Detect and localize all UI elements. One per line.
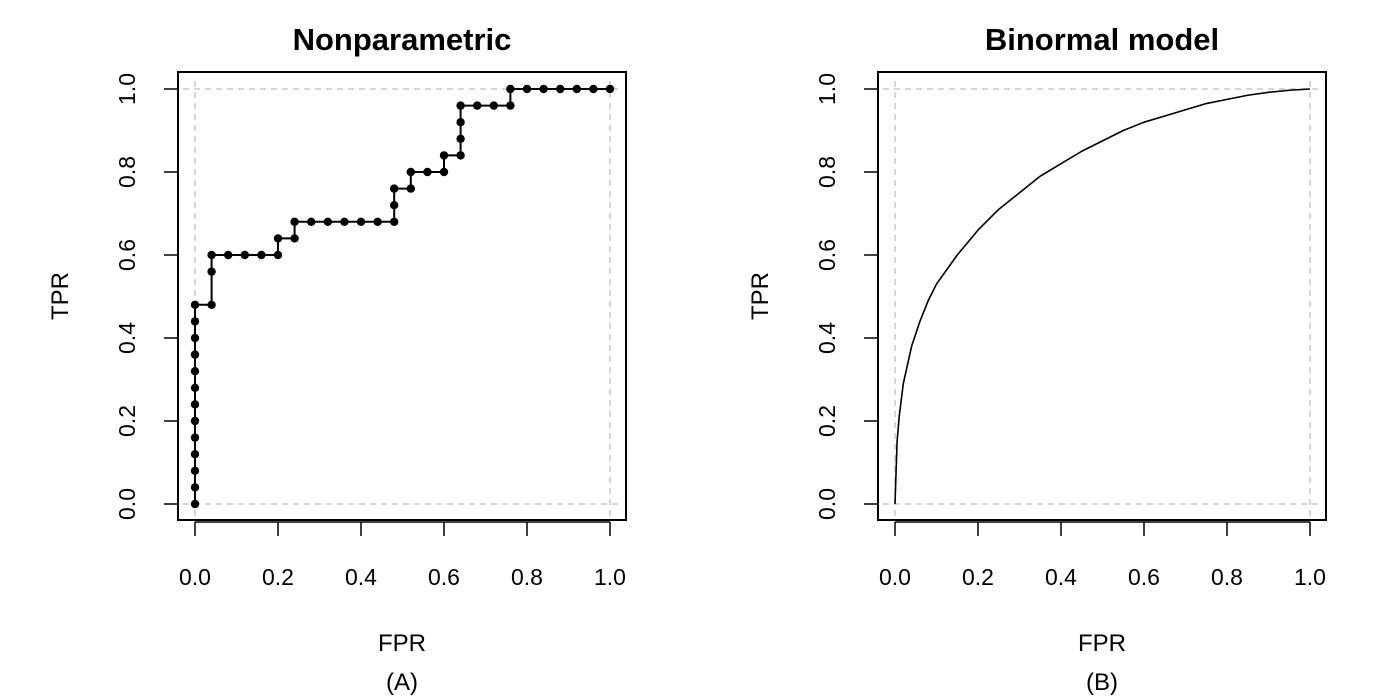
y-tick-label: 0.8 [814, 156, 840, 188]
data-point [190, 416, 200, 426]
x-tick-label: 0.2 [262, 564, 294, 590]
data-point [605, 84, 615, 94]
data-point [190, 483, 200, 492]
x-tick-label: 0.6 [1128, 564, 1160, 590]
panel-nonparametric: Nonparametric FPR (A) TPR 0.0 0.2 0.4 0.6 0.… [47, 22, 627, 696]
data-point [456, 101, 465, 110]
x-axis-label: FPR [1078, 630, 1126, 657]
data-point [456, 118, 465, 127]
x-tick-label: 1.0 [1294, 564, 1326, 590]
data-point [572, 84, 581, 94]
data-point [489, 101, 498, 110]
y-tick-label: 0.4 [114, 322, 140, 354]
data-point [307, 217, 316, 226]
data-point [473, 101, 482, 110]
x-tick-label: 0.4 [345, 564, 377, 590]
data-point [224, 250, 233, 260]
y-tick-label: 1.0 [114, 73, 140, 105]
y-tick-label: 0.4 [814, 322, 840, 354]
roc-curve [894, 88, 1311, 505]
y-tick-label: 0.2 [114, 405, 140, 437]
reference-lines [883, 77, 1322, 516]
data-point [290, 217, 299, 226]
data-point [390, 201, 399, 210]
data-point [290, 234, 299, 243]
y-tick-label: 0.0 [114, 488, 140, 520]
data-point [506, 84, 515, 94]
data-point [207, 267, 216, 276]
data-point [373, 217, 382, 226]
y-tick-label: 0.6 [814, 239, 840, 271]
plot-frame [177, 71, 627, 521]
reference-lines [183, 77, 622, 516]
x-tick-label: 0.2 [962, 564, 994, 590]
data-point [439, 167, 449, 177]
data-point [190, 317, 200, 326]
y-axis-label: TPR [747, 272, 774, 320]
series-layer [190, 84, 615, 509]
chart-title: Nonparametric [293, 22, 512, 57]
data-point [356, 217, 366, 226]
data-point [406, 184, 415, 193]
data-point [207, 300, 216, 309]
x-tick-label: 0.0 [879, 564, 911, 590]
y-tick-label: 0.6 [114, 239, 140, 271]
data-point [190, 300, 200, 309]
x-tick-label: 0.8 [1211, 564, 1243, 590]
x-axis-label: FPR [378, 630, 426, 657]
data-point [190, 333, 200, 343]
data-point [456, 134, 465, 143]
x-tick-label: 1.0 [594, 564, 626, 590]
data-point [190, 367, 200, 376]
data-point [273, 250, 283, 260]
data-point [323, 217, 332, 226]
data-point [190, 466, 200, 475]
x-tick-label: 0.6 [428, 564, 460, 590]
figure-caption: (B) [1086, 669, 1118, 696]
data-point [240, 250, 249, 260]
chart-title: Binormal model [985, 22, 1219, 57]
data-point [340, 217, 349, 226]
series-layer [894, 88, 1311, 505]
data-point [190, 383, 200, 392]
y-axis-label: TPR [47, 272, 74, 320]
roc-step-line [194, 88, 610, 504]
data-point [190, 400, 200, 409]
y-tick-label: 0.8 [114, 156, 140, 188]
x-tick-label: 0.8 [511, 564, 543, 590]
axes: 0.0 0.2 0.4 0.6 0.8 1.0 0.0 0.2 0.4 0.6 0.8 1.0 [814, 73, 1326, 590]
data-point [423, 167, 432, 177]
data-point [539, 84, 548, 94]
data-point [257, 250, 266, 260]
data-point [190, 450, 200, 459]
data-point [556, 84, 565, 94]
data-point [207, 250, 216, 260]
y-tick-label: 0.2 [814, 405, 840, 437]
x-tick-label: 0.0 [179, 564, 211, 590]
data-point [589, 84, 598, 94]
data-point [190, 433, 200, 442]
data-point [273, 234, 283, 243]
data-point [456, 151, 465, 160]
data-point [190, 350, 200, 359]
data-point [439, 151, 449, 160]
figure-caption: (A) [386, 669, 418, 696]
axes: 0.0 0.2 0.4 0.6 0.8 1.0 0.0 0.2 0.4 0.6 0.8 1.0 [114, 73, 626, 590]
y-tick-label: 1.0 [814, 73, 840, 105]
y-tick-label: 0.0 [814, 488, 840, 520]
plot-frame [877, 71, 1327, 521]
data-point [522, 84, 532, 94]
data-point [506, 101, 515, 110]
x-tick-label: 0.4 [1045, 564, 1077, 590]
panel-binormal: Binormal model FPR (B) TPR 0.0 0.2 0.4 0.6 0… [747, 22, 1327, 696]
data-point [406, 167, 415, 177]
data-point [390, 217, 399, 226]
data-point [190, 499, 200, 509]
data-point [390, 184, 399, 193]
